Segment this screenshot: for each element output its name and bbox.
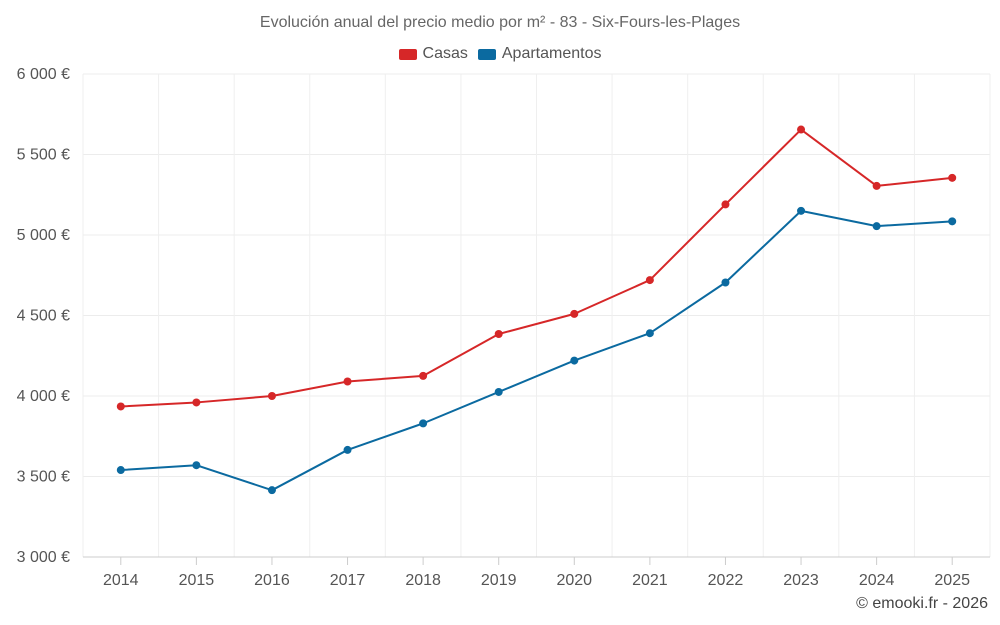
- data-point-apartamentos-2025: [948, 217, 957, 226]
- legend-item-apartamentos[interactable]: Apartamentos: [477, 45, 602, 63]
- x-tick-label: 2022: [708, 572, 744, 589]
- legend-swatch-casas: [398, 48, 417, 60]
- x-tick-label: 2025: [934, 572, 970, 589]
- legend-label-apartamentos: Apartamentos: [501, 45, 602, 62]
- data-point-casas-2016: [267, 392, 276, 400]
- data-point-casas-2014: [116, 402, 125, 411]
- data-point-casas-2015: [192, 398, 201, 407]
- data-point-apartamentos-2017: [343, 445, 352, 454]
- x-tick-label: 2017: [330, 572, 366, 589]
- chart-title: Evolución anual del precio medio por m² …: [259, 14, 741, 31]
- y-tick-label: 4 500 €: [17, 308, 70, 325]
- data-point-casas-2019: [494, 330, 503, 339]
- data-point-casas-2025: [948, 173, 957, 182]
- y-tick-label: 3 000 €: [17, 549, 70, 566]
- data-point-apartamentos-2021: [645, 329, 654, 338]
- y-tick-label: 5 000 €: [17, 227, 70, 244]
- data-point-casas-2017: [343, 377, 352, 386]
- legend-swatch-apartamentos: [477, 48, 496, 60]
- data-point-apartamentos-2019: [494, 387, 503, 396]
- y-tick-label: 5 500 €: [17, 147, 70, 164]
- copyright-credit: © emooki.fr - 2026: [856, 595, 988, 612]
- data-point-apartamentos-2024: [872, 222, 881, 231]
- y-tick-label: 6 000 €: [17, 66, 70, 83]
- x-tick-label: 2021: [632, 572, 668, 589]
- chart-legend: Casas Apartamentos: [0, 45, 1000, 63]
- x-tick-label: 2019: [481, 572, 517, 589]
- y-tick-label: 4 000 €: [17, 388, 70, 405]
- data-point-apartamentos-2014: [116, 466, 125, 475]
- x-tick-label: 2020: [556, 572, 592, 589]
- x-tick-label: 2018: [405, 572, 441, 589]
- data-point-apartamentos-2016: [267, 486, 276, 495]
- data-point-apartamentos-2022: [721, 278, 730, 287]
- data-point-apartamentos-2015: [192, 461, 201, 470]
- x-tick-label: 2014: [103, 572, 139, 589]
- data-point-apartamentos-2020: [570, 356, 579, 365]
- data-point-apartamentos-2018: [419, 419, 428, 428]
- data-point-casas-2021: [645, 276, 654, 285]
- legend-item-casas[interactable]: Casas: [398, 45, 468, 63]
- legend-label-casas: Casas: [422, 45, 468, 62]
- data-point-apartamentos-2023: [797, 206, 806, 215]
- data-point-casas-2024: [872, 181, 881, 190]
- data-point-casas-2022: [721, 200, 730, 209]
- y-tick-label: 3 500 €: [17, 469, 70, 486]
- series-line-casas: [120, 128, 953, 408]
- x-tick-label: 2016: [254, 572, 290, 589]
- series-line-apartamentos: [120, 209, 953, 492]
- data-point-casas-2023: [797, 125, 806, 134]
- data-point-casas-2020: [570, 309, 579, 318]
- data-point-casas-2018: [419, 371, 428, 380]
- x-tick-label: 2015: [179, 572, 215, 589]
- x-tick-label: 2024: [859, 572, 895, 589]
- x-tick-label: 2023: [783, 572, 819, 589]
